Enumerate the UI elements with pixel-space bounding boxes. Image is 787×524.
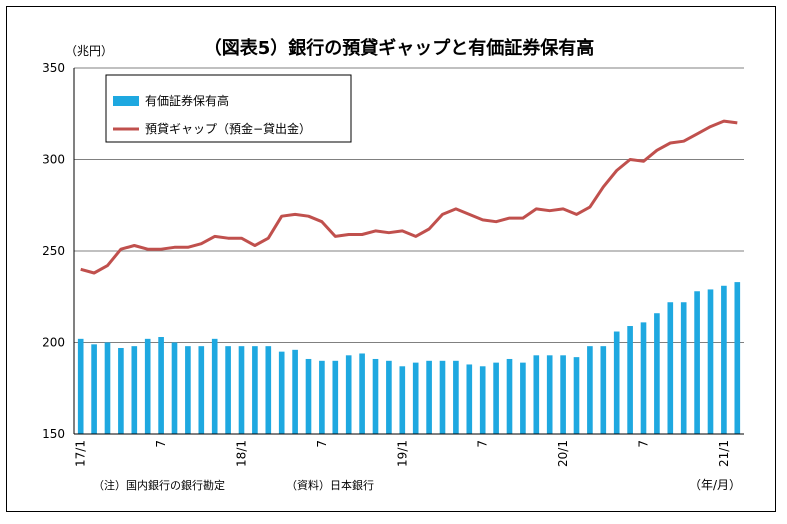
x-tick-label: 7 xyxy=(154,440,168,448)
y-tick-label: 300 xyxy=(42,153,65,167)
bar xyxy=(466,364,473,434)
bar xyxy=(158,337,164,434)
bar xyxy=(278,351,285,434)
bar xyxy=(587,346,593,434)
bar xyxy=(118,347,124,434)
x-tick-label: 20/1 xyxy=(556,440,570,467)
bar xyxy=(600,346,607,434)
legend-bar-swatch xyxy=(113,96,139,106)
bar xyxy=(667,302,674,434)
chart: （図表5）銀行の預貸ギャップと有価証券保有高 （兆円） 150 200 250 300… xyxy=(42,37,744,492)
x-tick-label: 7 xyxy=(637,440,651,448)
bar xyxy=(694,291,700,434)
bar xyxy=(225,346,231,434)
bar xyxy=(332,360,339,434)
x-tick-label: 7 xyxy=(476,440,490,448)
bar xyxy=(319,360,325,434)
bar xyxy=(198,346,205,434)
legend: 有価証券保有高 預貸ギャップ（預金−貸出金） xyxy=(105,74,352,143)
bar xyxy=(399,366,406,434)
bar xyxy=(680,302,687,434)
bar xyxy=(734,282,741,434)
bar xyxy=(479,366,486,434)
bar xyxy=(439,360,446,434)
bar xyxy=(372,358,379,434)
bar xyxy=(573,357,580,434)
bar xyxy=(171,342,178,434)
bar xyxy=(144,338,151,434)
bar-series xyxy=(77,282,741,434)
bar xyxy=(613,331,620,434)
bar xyxy=(185,346,191,434)
bar xyxy=(533,355,540,434)
bar xyxy=(707,289,714,434)
y-tick-label: 200 xyxy=(42,336,65,350)
line-series xyxy=(80,119,738,275)
y-tick-label: 250 xyxy=(42,244,65,258)
bar xyxy=(546,355,553,434)
bar xyxy=(520,362,526,434)
x-axis-ticks: 17/1 7 18/1 7 19/1 7 20/1 7 21/1 xyxy=(74,440,731,467)
bar xyxy=(453,360,459,434)
bar xyxy=(386,360,392,434)
bar xyxy=(91,344,97,434)
bar xyxy=(305,358,312,434)
bar xyxy=(345,355,352,434)
x-tick-label: 21/1 xyxy=(717,440,731,467)
bar xyxy=(654,313,660,434)
bar xyxy=(506,358,513,434)
bar xyxy=(426,360,432,434)
bar xyxy=(359,353,365,434)
bar xyxy=(131,346,138,434)
chart-title: （図表5）銀行の預貸ギャップと有価証券保有高 xyxy=(204,37,595,59)
bar xyxy=(493,362,499,434)
chart-frame: （図表5）銀行の預貸ギャップと有価証券保有高 （兆円） 150 200 250 300… xyxy=(6,6,776,512)
y-unit-label: （兆円） xyxy=(65,44,113,58)
bar xyxy=(265,346,272,434)
legend-bar-label: 有価証券保有高 xyxy=(145,93,229,108)
x-tick-label: 17/1 xyxy=(74,440,88,467)
note-left: （注）国内銀行の銀行勘定 xyxy=(93,478,225,492)
line-path xyxy=(80,119,738,275)
bar xyxy=(104,342,111,434)
note-right: （資料）日本銀行 xyxy=(286,478,374,492)
x-tick-label: 7 xyxy=(315,440,329,448)
bar xyxy=(252,346,258,434)
legend-box xyxy=(105,74,352,143)
bar xyxy=(721,285,727,434)
x-axis xyxy=(73,68,744,435)
bar xyxy=(77,338,84,434)
x-tick-label: 18/1 xyxy=(235,440,249,467)
bar xyxy=(412,362,419,434)
bar xyxy=(627,326,633,434)
x-unit-label: （年/月） xyxy=(689,478,741,492)
y-tick-label: 150 xyxy=(42,427,65,441)
bar xyxy=(640,322,647,434)
y-axis-ticks: 150 200 250 300 350 xyxy=(42,61,65,441)
bar xyxy=(238,346,245,434)
bar xyxy=(292,349,298,434)
x-tick-label: 19/1 xyxy=(395,440,409,467)
y-tick-label: 350 xyxy=(42,61,65,75)
bar xyxy=(560,355,566,434)
legend-line-label: 預貸ギャップ（預金−貸出金） xyxy=(145,121,311,136)
bar xyxy=(211,338,218,434)
